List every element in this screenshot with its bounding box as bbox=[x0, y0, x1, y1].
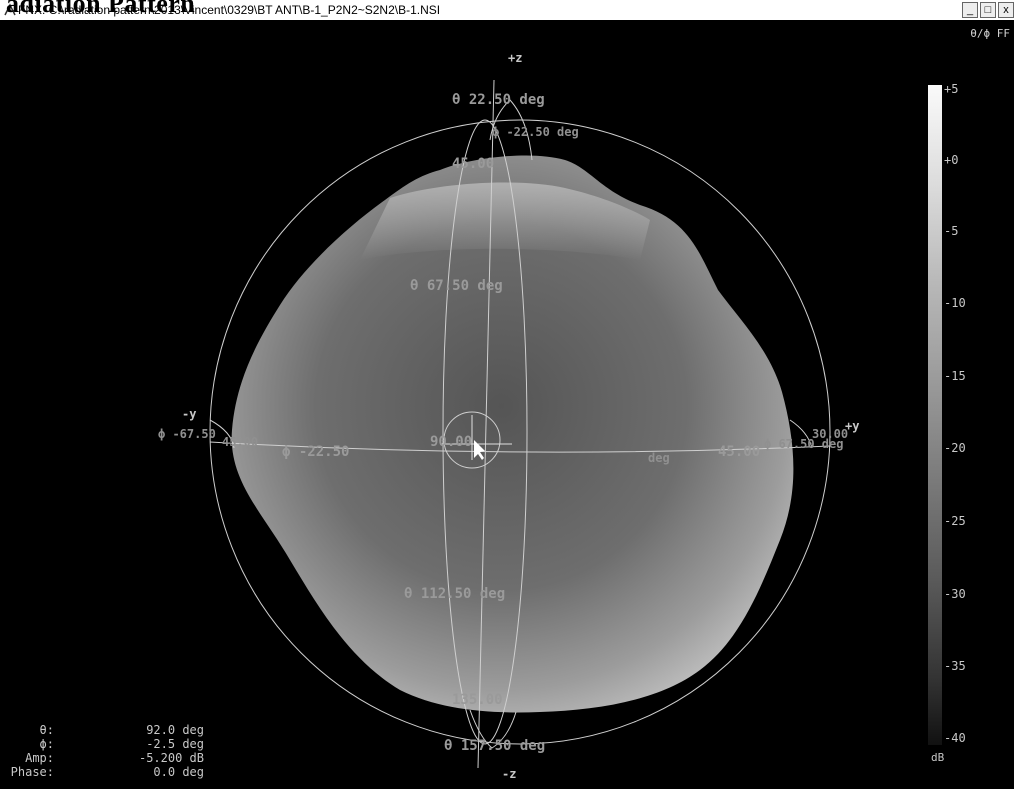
colorbar-unit: dB bbox=[931, 751, 945, 764]
db-colorbar bbox=[928, 85, 942, 745]
minimize-button[interactable]: _ bbox=[962, 2, 978, 18]
label-phi-neg22-top: ϕ -22.50 deg bbox=[492, 125, 579, 139]
theta-ring-outer bbox=[209, 119, 831, 745]
window-controls: _ □ x bbox=[962, 2, 1014, 18]
top-cap-lobe bbox=[489, 99, 533, 161]
colorbar-tick: -40 bbox=[944, 731, 966, 745]
label-mid-deg: deg bbox=[648, 451, 670, 465]
label-theta-90: 90.00 bbox=[430, 434, 472, 450]
colorbar-tick: -5 bbox=[944, 224, 959, 238]
readout-value: 0.0 deg bbox=[153, 765, 204, 779]
label-theta-112: θ 112.50 deg bbox=[404, 586, 505, 602]
label-phi-67-right: ϕ 67.50 deg bbox=[764, 437, 843, 451]
label-phi-neg22-left: ϕ -22.50 bbox=[282, 444, 349, 460]
readout-row-amp: Amp: -5.200 dB bbox=[2, 751, 204, 765]
colorbar-tick: -15 bbox=[944, 369, 966, 383]
cursor-arrow-icon bbox=[474, 440, 485, 460]
equator-line bbox=[209, 441, 831, 453]
window-titlebar: FNX: C:\radiation pattern\2013\Vincent\0… bbox=[0, 0, 1014, 20]
origin-marker bbox=[443, 411, 501, 469]
readout-row-phi: ϕ: -2.5 deg bbox=[2, 737, 204, 751]
colorbar-tick: +5 bbox=[944, 82, 959, 96]
label-phi-neg67: ϕ -67.50 bbox=[158, 427, 216, 441]
cursor-readout: θ: 92.0 deg ϕ: -2.5 deg Amp: -5.200 dB P… bbox=[2, 723, 204, 779]
colorbar-tick: -10 bbox=[944, 296, 966, 310]
axis-label-bottom: -z bbox=[502, 767, 516, 781]
readout-label: ϕ: bbox=[39, 737, 54, 751]
colorbar-tick: -20 bbox=[944, 441, 966, 455]
3d-pattern-viewport[interactable]: +z -z -y +y θ 22.50 deg ϕ -22.50 deg 45.… bbox=[0, 20, 1014, 789]
readout-value: -5.200 dB bbox=[138, 751, 204, 765]
label-theta-157: θ 157.50 deg bbox=[444, 738, 545, 754]
radiation-pattern-svg[interactable]: +z -z -y +y θ 22.50 deg ϕ -22.50 deg 45.… bbox=[0, 20, 1014, 789]
bottom-cap-lobe bbox=[469, 709, 517, 749]
readout-value: 92.0 deg bbox=[146, 723, 204, 737]
right-phi-arc bbox=[789, 419, 813, 449]
readout-value: -2.5 deg bbox=[146, 737, 204, 751]
colorbar-tick: -35 bbox=[944, 659, 966, 673]
colorbar-tick: -30 bbox=[944, 587, 966, 601]
pattern-top-band bbox=[360, 182, 650, 260]
z-axis-line bbox=[477, 79, 495, 769]
maximize-button[interactable]: □ bbox=[980, 2, 996, 18]
readout-row-phase: Phase: 0.0 deg bbox=[2, 765, 204, 779]
label-theta-135: 135.00 bbox=[452, 692, 503, 708]
label-theta-45: 45.00 bbox=[452, 156, 494, 172]
axis-label-left: -y bbox=[182, 407, 196, 421]
mode-label: θ/ϕ FF bbox=[970, 27, 1010, 40]
axis-label-top: +z bbox=[508, 51, 522, 65]
readout-label: θ: bbox=[39, 723, 54, 737]
window-title: FNX: C:\radiation pattern\2013\Vincent\0… bbox=[18, 3, 441, 17]
readout-label: Amp: bbox=[25, 751, 54, 765]
colorbar-tick: -25 bbox=[944, 514, 966, 528]
label-theta-67: θ 67.50 deg bbox=[410, 278, 503, 294]
label-phi-neg67-value: 45.00 bbox=[222, 435, 258, 449]
colorbar-tick: +0 bbox=[944, 153, 959, 167]
radiation-pattern-surface bbox=[231, 155, 794, 713]
readout-label: Phase: bbox=[10, 765, 54, 779]
left-phi-arc bbox=[209, 419, 235, 449]
readout-row-theta: θ: 92.0 deg bbox=[2, 723, 204, 737]
label-theta-22: θ 22.50 deg bbox=[452, 92, 545, 108]
meridian-ellipse bbox=[442, 119, 528, 745]
overlay-heading: adiation Pattern bbox=[6, 0, 196, 18]
app-icon bbox=[4, 3, 16, 16]
close-button[interactable]: x bbox=[998, 2, 1014, 18]
label-right-30: 30.00 bbox=[812, 427, 848, 441]
label-right-45: 45.00 bbox=[718, 444, 760, 460]
axis-label-right: +y bbox=[845, 419, 859, 433]
